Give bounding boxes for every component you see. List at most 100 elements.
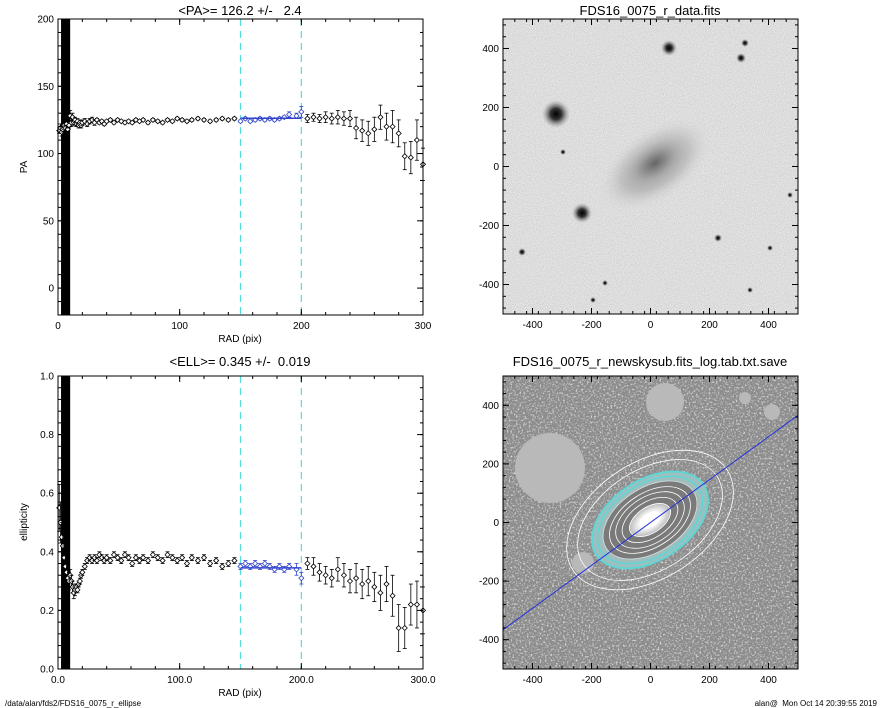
data-point [159, 557, 166, 564]
data-point [346, 578, 354, 585]
star [590, 297, 596, 303]
y-tick-label: 400 [482, 44, 499, 55]
data-point [359, 127, 366, 134]
data-point [129, 119, 136, 126]
pa-ylabel: PA [19, 160, 30, 173]
x-tick-label: 0 [55, 321, 61, 332]
data-point [365, 130, 372, 137]
y-tick-label: 0 [48, 284, 54, 295]
data-point [340, 115, 347, 122]
data-point [188, 554, 195, 561]
data-point [395, 130, 402, 137]
y-tick-label: 200 [482, 103, 499, 114]
masked-region [646, 383, 684, 421]
star [736, 53, 746, 63]
x-tick-label: 400 [760, 675, 777, 686]
y-tick-label: 100 [37, 149, 54, 160]
data-point [200, 554, 208, 561]
data-point [334, 114, 341, 121]
y-tick-label: 0 [493, 518, 499, 529]
masked-region [515, 433, 585, 503]
data-point [231, 115, 238, 122]
data-point [328, 575, 335, 582]
data-point [322, 572, 329, 579]
data-point [179, 116, 186, 123]
star [767, 245, 773, 251]
data-point [353, 575, 360, 582]
ell-axes: 0.0 100.0 200.0 300.0 0.0 0.2 0.4 0.6 0.8 1.0 [40, 372, 436, 687]
y-tick-label: -400 [479, 635, 499, 646]
pa-axes: 0 100 200 300 0 50 100 150 200 [37, 15, 431, 333]
data-point [125, 554, 132, 561]
data-point [247, 118, 254, 125]
data-image-title: FDS16_0075_r_data.fits [580, 3, 721, 18]
data-point [371, 583, 378, 591]
data-point [328, 115, 335, 122]
data-point [310, 114, 317, 121]
data-point [389, 592, 396, 599]
data-point [401, 153, 408, 160]
data-point [407, 154, 414, 161]
data-point [316, 115, 323, 122]
inner-saturated-band [61, 19, 71, 315]
data-point [93, 557, 100, 564]
data-point [371, 126, 378, 133]
data-point [183, 118, 191, 125]
data-point [118, 557, 125, 564]
data-point [293, 112, 300, 119]
data-point [76, 578, 83, 585]
data-point [154, 554, 161, 561]
data-point [353, 124, 360, 132]
data-point [340, 572, 347, 579]
data-point [164, 116, 171, 123]
data-point [286, 111, 293, 118]
y-tick-label: 200 [482, 459, 499, 470]
file-path: /data/alan/fds2/FDS16_0075_r_ellipse [5, 699, 142, 708]
star [747, 287, 753, 293]
model-image-axes: -400 -200 0 200 400 -400 -200 0 200 400 [479, 376, 799, 686]
x-tick-label: 0.0 [51, 675, 65, 686]
data-point [219, 563, 226, 570]
data-point [413, 137, 420, 144]
y-tick-label: -400 [479, 280, 499, 291]
x-tick-label: 200.0 [289, 675, 314, 686]
data-point [219, 115, 226, 122]
pa-panel: <PA>= 126.2 +/- 2.4 0 100 200 300 0 50 100 150 2… [19, 3, 432, 345]
data-point [169, 554, 176, 561]
data-point [164, 551, 171, 558]
data-point [310, 563, 317, 570]
y-tick-label: 150 [37, 82, 54, 93]
data-point [79, 569, 86, 576]
data-point [149, 551, 156, 558]
data-point [144, 557, 152, 564]
inner-saturated-band [61, 376, 71, 669]
data-point [200, 116, 208, 123]
data-point [169, 118, 176, 125]
y-tick-label: 0.8 [40, 430, 54, 441]
y-tick-label: 1.0 [40, 372, 54, 383]
data-point [346, 115, 354, 122]
data-point [252, 560, 259, 567]
ell-plot-frame [57, 375, 424, 670]
pa-title: <PA>= 126.2 +/- 2.4 [178, 3, 301, 18]
data-point [383, 123, 390, 130]
data-point [304, 115, 311, 122]
star [560, 149, 566, 155]
data-point [377, 589, 384, 596]
masked-region [764, 404, 780, 420]
ell-title: <ELL>= 0.345 +/- 0.019 [170, 354, 311, 369]
data-point [188, 116, 195, 123]
data-point [149, 116, 156, 123]
data-point [174, 557, 181, 564]
data-point [225, 560, 232, 567]
galaxy-body [621, 134, 689, 192]
data-point [174, 115, 181, 122]
ell-marks [56, 376, 427, 669]
data-point [365, 578, 372, 585]
x-tick-label: 0 [648, 675, 654, 686]
x-tick-label: -400 [522, 320, 542, 331]
ell-panel: <ELL>= 0.345 +/- 0.019 0.0 100.0 200.0 300.… [19, 354, 436, 699]
star [787, 192, 793, 198]
data-point [207, 118, 214, 125]
